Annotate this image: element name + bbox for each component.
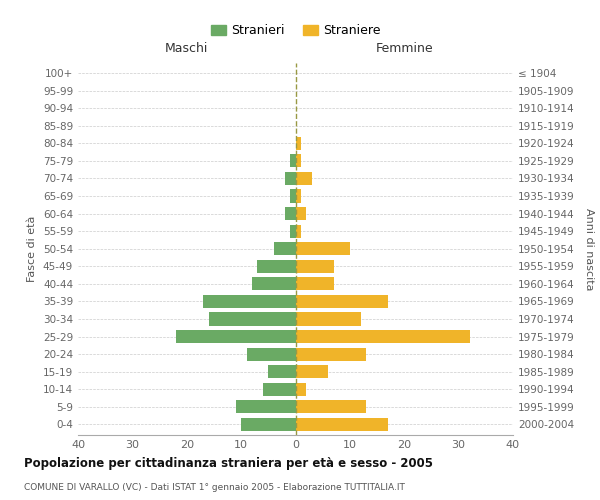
- Bar: [296, 207, 307, 220]
- Bar: [241, 418, 296, 431]
- Bar: [252, 278, 296, 290]
- Bar: [236, 400, 296, 413]
- Bar: [296, 365, 328, 378]
- Bar: [290, 154, 296, 168]
- Bar: [296, 312, 361, 326]
- Bar: [268, 365, 296, 378]
- Text: Femmine: Femmine: [376, 42, 433, 54]
- Text: Maschi: Maschi: [165, 42, 208, 54]
- Bar: [296, 418, 388, 431]
- Bar: [296, 348, 366, 361]
- Bar: [296, 260, 334, 273]
- Y-axis label: Anni di nascita: Anni di nascita: [584, 208, 594, 290]
- Bar: [296, 295, 388, 308]
- Bar: [263, 382, 296, 396]
- Bar: [296, 382, 307, 396]
- Bar: [296, 172, 312, 185]
- Bar: [296, 330, 470, 343]
- Bar: [296, 242, 350, 256]
- Bar: [296, 224, 301, 238]
- Bar: [290, 190, 296, 202]
- Text: Popolazione per cittadinanza straniera per età e sesso - 2005: Popolazione per cittadinanza straniera p…: [24, 458, 433, 470]
- Bar: [274, 242, 296, 256]
- Bar: [296, 278, 334, 290]
- Bar: [296, 136, 301, 150]
- Bar: [203, 295, 296, 308]
- Text: COMUNE DI VARALLO (VC) - Dati ISTAT 1° gennaio 2005 - Elaborazione TUTTITALIA.IT: COMUNE DI VARALLO (VC) - Dati ISTAT 1° g…: [24, 483, 405, 492]
- Bar: [296, 190, 301, 202]
- Bar: [257, 260, 296, 273]
- Bar: [296, 154, 301, 168]
- Bar: [176, 330, 296, 343]
- Bar: [284, 172, 296, 185]
- Bar: [290, 224, 296, 238]
- Legend: Stranieri, Straniere: Stranieri, Straniere: [211, 24, 380, 37]
- Bar: [247, 348, 296, 361]
- Bar: [284, 207, 296, 220]
- Y-axis label: Fasce di età: Fasce di età: [28, 216, 37, 282]
- Bar: [209, 312, 296, 326]
- Bar: [296, 400, 366, 413]
